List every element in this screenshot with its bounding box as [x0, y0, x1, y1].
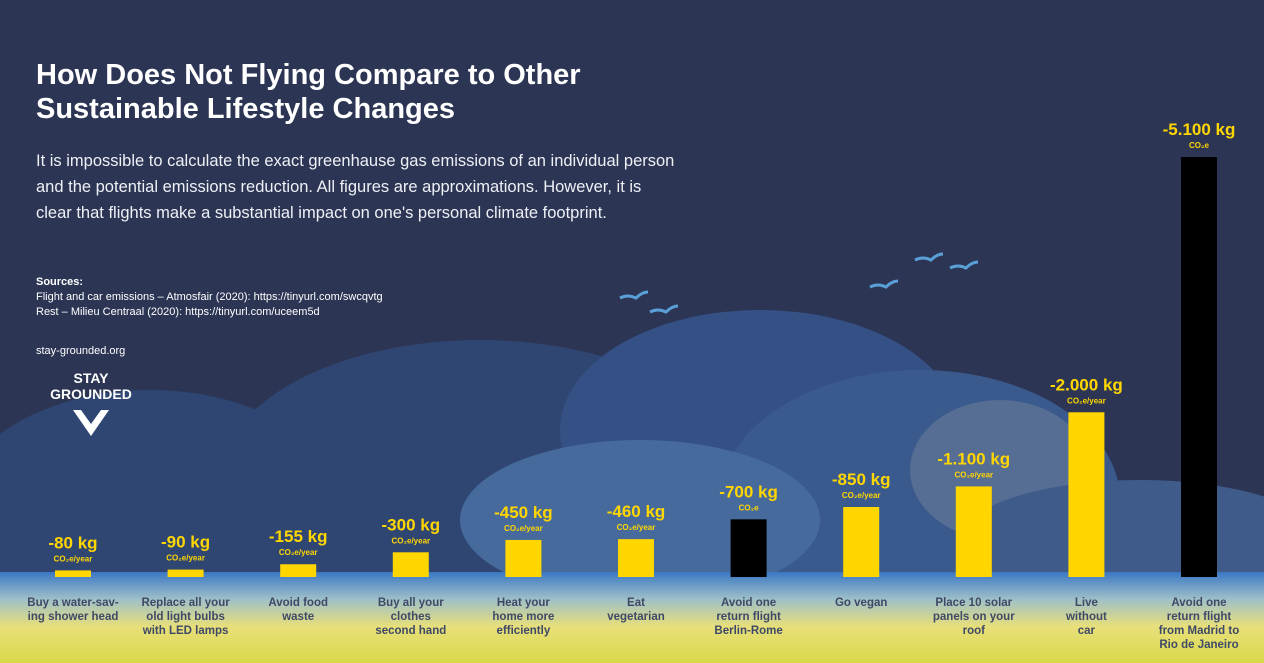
unit-label: CO₂e/year: [504, 524, 543, 533]
logo-line: STAY: [36, 370, 146, 386]
bar: [1181, 157, 1217, 577]
unit-label: CO₂e/year: [166, 554, 205, 563]
value-label: -1.100 kg: [937, 449, 1010, 468]
value-label: -80 kg: [48, 533, 97, 552]
logo-icon: [71, 408, 111, 440]
unit-label: CO₂e/year: [842, 491, 881, 500]
value-label: -300 kg: [382, 515, 441, 534]
unit-label: CO₂e/year: [954, 470, 993, 479]
unit-label: CO₂e/year: [1067, 396, 1106, 405]
source: Flight and car emissions – Atmosfair (20…: [36, 290, 383, 305]
bar: [280, 564, 316, 577]
infographic: -80 kg CO₂e/year -90 kg CO₂e/year -155 kg CO₂…: [0, 0, 1264, 663]
bird: [620, 292, 648, 298]
bird: [870, 281, 898, 287]
bar: [393, 552, 429, 577]
unit-label: CO₂e/year: [391, 536, 430, 545]
category-label: Avoid one return flight from Madrid to R…: [1141, 596, 1257, 652]
category-label: Avoid one return flight Berlin-Rome: [691, 596, 807, 638]
value-label: -5.100 kg: [1163, 120, 1236, 139]
bar: [55, 570, 91, 577]
unit-label: CO₂e/year: [617, 523, 656, 532]
category-label: Place 10 solar panels on your roof: [916, 596, 1032, 638]
bird: [915, 254, 943, 260]
bar: [168, 570, 204, 577]
bar: [505, 540, 541, 577]
logo: STAY GROUNDED: [36, 370, 146, 443]
category-label: Go vegan: [803, 596, 919, 610]
bar: [1068, 412, 1104, 577]
sources: Sources: Flight and car emissions – Atmo…: [36, 275, 383, 320]
chart-title: How Does Not Flying Compare to Other Sus…: [36, 58, 696, 126]
value-label: -450 kg: [494, 503, 553, 522]
value-label: -155 kg: [269, 527, 328, 546]
bar: [731, 519, 767, 577]
logo-line: GROUNDED: [36, 386, 146, 402]
website: stay-grounded.org: [36, 345, 125, 357]
source: Rest – Milieu Centraal (2020): https://t…: [36, 305, 383, 320]
unit-label: CO₂e: [1189, 141, 1210, 150]
bird: [950, 262, 978, 268]
chart-subtitle: It is impossible to calculate the exact …: [36, 148, 676, 226]
category-label: Heat your home more efficiently: [465, 596, 581, 638]
category-label: Live without car: [1028, 596, 1144, 638]
category-label: Replace all your old light bulbs with LE…: [128, 596, 244, 638]
value-label: -90 kg: [161, 533, 210, 552]
category-label: Avoid food waste: [240, 596, 356, 624]
value-label: -700 kg: [719, 482, 778, 501]
sources-heading: Sources:: [36, 275, 383, 290]
category-label: Buy a water-sav- ing shower head: [15, 596, 131, 624]
bar: [618, 539, 654, 577]
category-label: Eat vegetarian: [578, 596, 694, 624]
bird: [650, 306, 678, 312]
bar: [843, 507, 879, 577]
value-label: -460 kg: [607, 502, 666, 521]
bar: [956, 486, 992, 577]
unit-label: CO₂e/year: [54, 554, 93, 563]
value-label: -2.000 kg: [1050, 375, 1123, 394]
value-label: -850 kg: [832, 470, 891, 489]
category-label: Buy all your clothes second hand: [353, 596, 469, 638]
unit-label: CO₂e: [739, 503, 760, 512]
unit-label: CO₂e/year: [279, 548, 318, 557]
